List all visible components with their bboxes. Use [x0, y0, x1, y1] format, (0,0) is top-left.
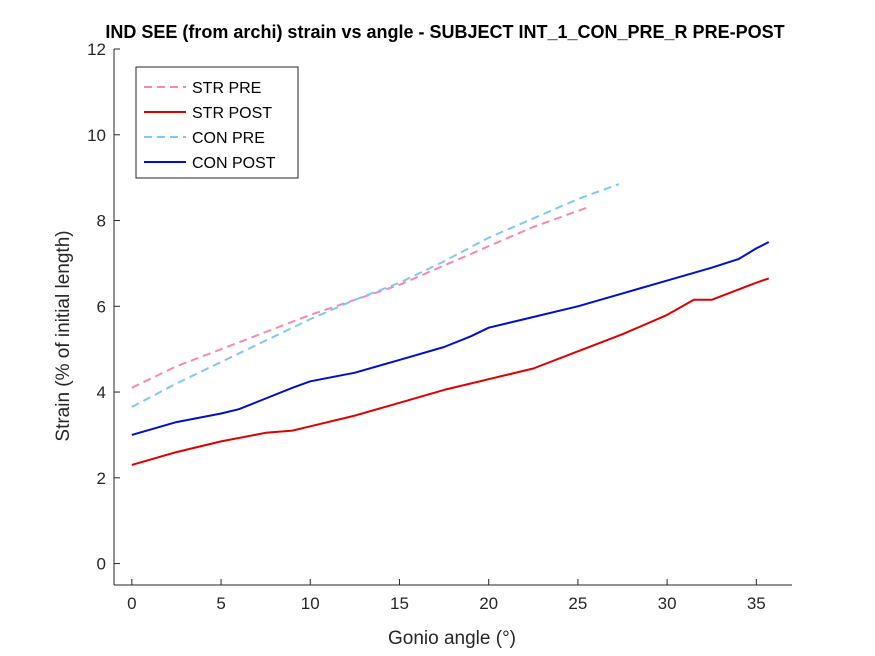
legend-label: CON PRE: [192, 130, 265, 147]
legend: STR PRE STR POST CON PRE CON POST: [135, 66, 299, 179]
x-tick-label: 35: [747, 594, 766, 613]
y-tick-label: 10: [87, 126, 106, 145]
y-axis-label: Strain (% of initial length): [53, 230, 74, 441]
x-tick-label: 30: [658, 594, 677, 613]
y-tick-label: 0: [97, 555, 106, 574]
x-tick-label: 20: [479, 594, 498, 613]
x-tick-label: 5: [216, 594, 225, 613]
x-tick-label: 0: [127, 594, 136, 613]
legend-label: CON POST: [192, 155, 276, 172]
x-axis-label: Gonio angle (°): [388, 628, 516, 649]
chart-title: IND SEE (from archi) strain vs angle - S…: [105, 22, 784, 42]
x-tick-label: 25: [568, 594, 587, 613]
legend-label: STR PRE: [192, 80, 261, 97]
legend-label: STR POST: [192, 105, 272, 122]
y-tick-label: 12: [87, 40, 106, 59]
x-tick-label: 10: [301, 594, 320, 613]
y-tick-label: 8: [97, 212, 106, 231]
legend-box: [135, 66, 299, 179]
series-line-str-post: [131, 277, 770, 466]
plot-lines: [131, 183, 770, 466]
y-tick-label: 4: [97, 383, 106, 402]
y-tick-label: 2: [97, 469, 106, 488]
axes: 0 5 10 15 20 25 30 35 0 2 4 6 8 10 12: [87, 40, 792, 613]
series-line-con-pre: [131, 183, 620, 408]
series-line-con-post: [131, 241, 770, 436]
x-tick-label: 15: [390, 594, 409, 613]
y-tick-label: 6: [97, 297, 106, 316]
